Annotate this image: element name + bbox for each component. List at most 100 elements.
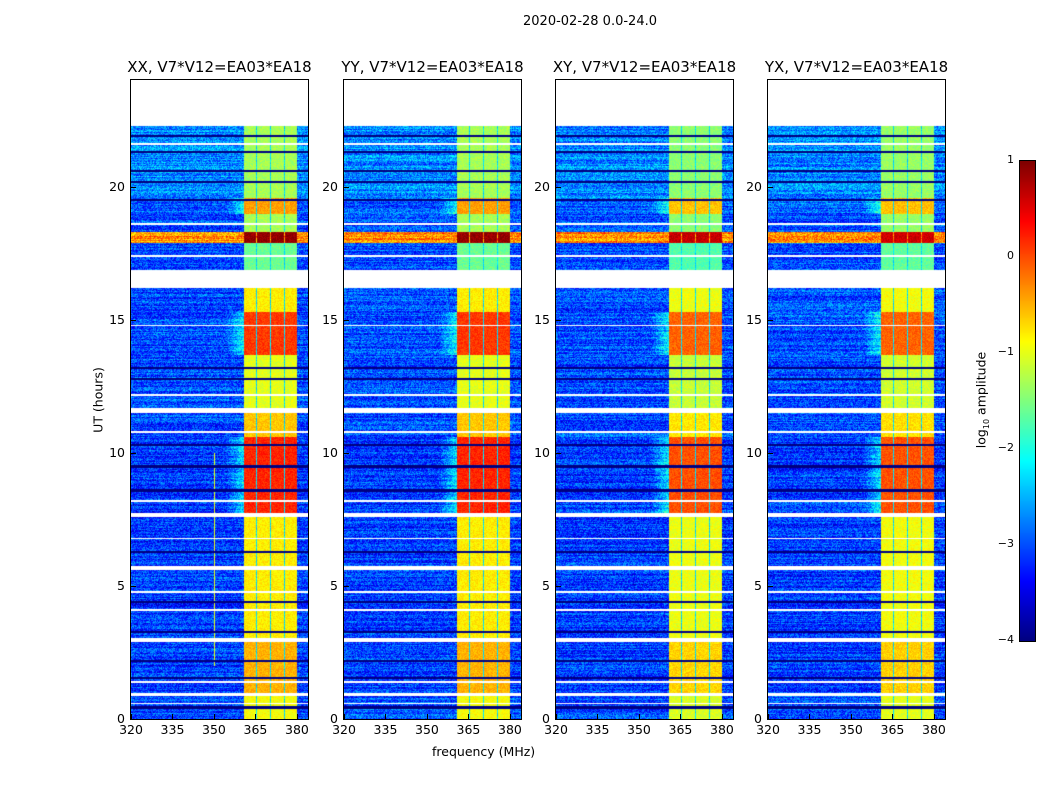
colorbar [1019, 160, 1036, 642]
waterfall-panel-yx: YX, V7*V12=EA03*EA18 320 335 350 365 380 0 5 10 1… [746, 58, 948, 737]
y-tick-label: 20 [109, 178, 125, 194]
y-tick-label: 10 [322, 444, 338, 460]
x-tick-label: 365 [456, 722, 481, 737]
y-tick-mark [344, 585, 349, 587]
x-tick-mark [296, 714, 298, 719]
panel-title: XY, V7*V12=EA03*EA18 [552, 58, 737, 76]
x-tick-label: 335 [585, 722, 610, 737]
x-tick-mark [597, 714, 599, 719]
x-tick-label: 350 [415, 722, 439, 737]
x-tick-label: 320 [544, 722, 568, 737]
x-tick-label: 320 [756, 722, 780, 737]
x-tick-mark [721, 714, 723, 719]
x-axis-label: frequency (MHz) [432, 744, 536, 759]
x-tick-mark [213, 714, 215, 719]
y-tick-label: 15 [534, 311, 550, 327]
y-tick-label: 0 [542, 711, 550, 726]
x-tick-label: 380 [285, 722, 309, 737]
y-tick-label: 20 [322, 178, 338, 194]
y-tick-mark [556, 719, 561, 720]
x-tick-mark [768, 714, 769, 719]
x-tick-label: 380 [922, 722, 946, 737]
x-tick-label: 365 [668, 722, 693, 737]
x-tick-mark [509, 714, 511, 719]
y-tick-label: 20 [746, 178, 762, 194]
heatmap-cells [556, 80, 733, 719]
x-tick-label: 350 [627, 722, 651, 737]
y-tick-label: 10 [534, 444, 550, 460]
colorbar-tick-label: 1 [1007, 153, 1014, 166]
y-tick-label: 15 [109, 311, 125, 327]
x-tick-label: 380 [710, 722, 734, 737]
y-tick-mark [131, 319, 136, 321]
y-tick-mark [556, 585, 561, 587]
x-tick-mark [344, 714, 345, 719]
x-tick-mark [850, 714, 852, 719]
y-tick-mark [131, 186, 136, 188]
x-tick-label: 335 [373, 722, 398, 737]
colorbar-tick-label: −2 [997, 441, 1014, 454]
y-tick-label: 5 [754, 577, 762, 593]
y-tick-mark [556, 186, 561, 188]
x-tick-mark [638, 714, 640, 719]
y-axis-label: UT (hours) [90, 367, 106, 433]
x-tick-label: 380 [498, 722, 522, 737]
colorbar-label: log10 amplitude [973, 351, 991, 449]
waterfall-panel-xx: XX, V7*V12=EA03*EA18 320 335 350 365 380 0 5 10 1… [109, 58, 312, 737]
colorbar-tick-label: −1 [997, 345, 1014, 358]
heatmap-cells [344, 80, 521, 719]
x-tick-label: 350 [839, 722, 863, 737]
y-tick-label: 15 [322, 311, 338, 327]
y-tick-mark [131, 452, 136, 454]
colorbar-tick-label: −4 [997, 633, 1014, 646]
y-tick-mark [768, 186, 773, 188]
x-tick-label: 365 [243, 722, 268, 737]
x-tick-label: 320 [332, 722, 356, 737]
heatmap-cells [768, 80, 945, 719]
y-tick-mark [768, 452, 773, 454]
colorbar-tick-label: 0 [1007, 249, 1014, 262]
waterfall-panel-xy: XY, V7*V12=EA03*EA18 320 335 350 365 380 0 5 10 1… [534, 58, 736, 737]
x-tick-mark [385, 714, 387, 719]
y-tick-mark [344, 186, 349, 188]
figure-title: 2020-02-28 0.0-24.0 [523, 14, 657, 29]
x-tick-mark [933, 714, 935, 719]
x-tick-mark [172, 714, 174, 719]
heatmap-cells [131, 80, 308, 719]
y-tick-label: 5 [542, 577, 550, 593]
y-tick-label: 5 [117, 577, 125, 593]
panel-title: YX, V7*V12=EA03*EA18 [764, 58, 949, 76]
x-tick-mark [426, 714, 428, 719]
y-tick-mark [768, 319, 773, 321]
x-tick-label: 365 [880, 722, 905, 737]
y-tick-mark [556, 319, 561, 321]
colorbar-tick-label: −3 [997, 537, 1014, 550]
y-tick-mark [768, 585, 773, 587]
x-tick-mark [892, 714, 894, 719]
panel-title: YY, V7*V12=EA03*EA18 [341, 58, 524, 76]
x-tick-label: 335 [160, 722, 185, 737]
panel-title: XX, V7*V12=EA03*EA18 [127, 58, 312, 76]
y-tick-label: 0 [330, 711, 338, 726]
x-tick-mark [809, 714, 811, 719]
y-tick-mark [344, 719, 349, 720]
y-tick-mark [344, 452, 349, 454]
x-tick-mark [255, 714, 257, 719]
y-tick-label: 20 [534, 178, 550, 194]
x-tick-mark [468, 714, 470, 719]
waterfall-panel-yy: YY, V7*V12=EA03*EA18 320 335 350 365 380 0 5 10 1… [322, 58, 524, 737]
y-tick-mark [556, 452, 561, 454]
x-tick-mark [131, 714, 132, 719]
y-tick-label: 5 [330, 577, 338, 593]
y-tick-mark [768, 719, 773, 720]
y-tick-label: 0 [117, 711, 125, 726]
x-tick-label: 335 [797, 722, 822, 737]
x-tick-label: 350 [202, 722, 226, 737]
y-tick-mark [131, 719, 136, 720]
y-tick-mark [344, 319, 349, 321]
y-tick-label: 0 [754, 711, 762, 726]
y-tick-label: 10 [746, 444, 762, 460]
y-tick-label: 15 [746, 311, 762, 327]
x-tick-mark [680, 714, 682, 719]
